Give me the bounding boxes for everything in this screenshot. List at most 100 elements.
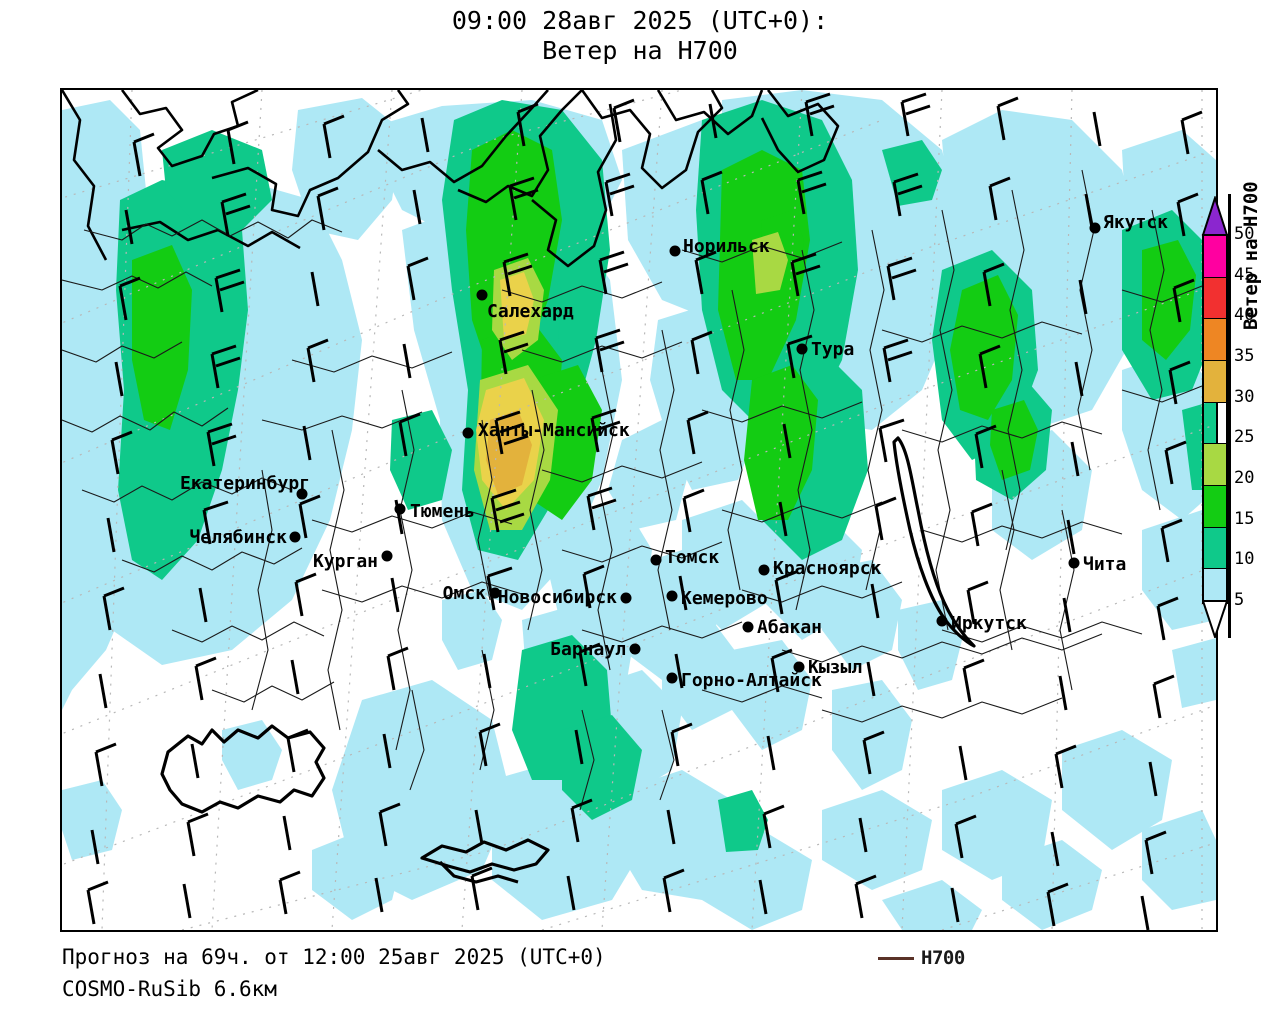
city-Красноярск[interactable]: Красноярск bbox=[758, 558, 882, 579]
map-heavy-outlines bbox=[160, 436, 976, 884]
city-Тюмень[interactable]: Тюмень bbox=[394, 501, 476, 522]
title-valid-time: 09:00 28авг 2025 (UTC+0): bbox=[451, 6, 829, 35]
colorbar-band-20-25 bbox=[1204, 443, 1226, 485]
colorbar-band-45-50 bbox=[1204, 236, 1226, 277]
wind-speed-shading bbox=[62, 90, 1216, 930]
city-dot-icon bbox=[936, 615, 948, 627]
city-label: Кемерово bbox=[681, 588, 768, 609]
city-markers-layer[interactable]: Якутск Норильск Салехард Тура Ханты-Мансийск… bbox=[180, 212, 1168, 691]
colorbar-tick-labels: 50 45 40 35 30 25 20 15 10 5 bbox=[1234, 196, 1280, 636]
city-Омск[interactable]: Омск bbox=[443, 583, 501, 604]
colorbar-band-25-30 bbox=[1204, 401, 1226, 444]
footer-block: Прогноз на 69ч. от 12:00 25авг 2025 (UTC… bbox=[0, 944, 1280, 1024]
city-Ханты-Мансийск[interactable]: Ханты-Мансийск bbox=[462, 420, 630, 441]
city-dot-icon bbox=[666, 590, 678, 602]
legend-label-h700: H700 bbox=[921, 947, 965, 969]
city-dot-icon bbox=[758, 564, 770, 576]
colorbar-axis-line bbox=[1228, 194, 1231, 638]
colorbar-tick-30: 30 bbox=[1234, 386, 1255, 407]
city-label: Якутск bbox=[1103, 212, 1168, 233]
colorbar-band-40-45 bbox=[1204, 276, 1226, 319]
city-Кызыл[interactable]: Кызыл bbox=[793, 657, 863, 678]
legend-line-swatch bbox=[878, 956, 914, 960]
city-dot-icon bbox=[669, 245, 681, 257]
map-graticule bbox=[62, 90, 1216, 930]
city-Горно-Алтайск[interactable]: Горно-Алтайск bbox=[666, 670, 823, 691]
city-Курган[interactable]: Курган bbox=[313, 550, 393, 573]
colorbar-tick-45: 45 bbox=[1234, 264, 1255, 285]
colorbar-band-30-35 bbox=[1204, 359, 1226, 402]
city-Барнаул[interactable]: Барнаул bbox=[550, 639, 641, 660]
city-Челябинск[interactable]: Челябинск bbox=[189, 527, 301, 548]
city-dot-icon bbox=[796, 343, 808, 355]
city-Новосибирск[interactable]: Новосибирск bbox=[498, 587, 632, 608]
colorbar-tick-40: 40 bbox=[1234, 305, 1255, 326]
wind-barbs bbox=[86, 92, 1203, 930]
city-dot-icon bbox=[666, 672, 678, 684]
city-label: Норильск bbox=[683, 236, 770, 257]
city-Томск[interactable]: Томск bbox=[650, 547, 720, 568]
city-Екатеринбург[interactable]: Екатеринбург bbox=[180, 473, 310, 500]
city-label: Салехард bbox=[487, 301, 574, 322]
city-dot-icon bbox=[793, 661, 805, 673]
map-admin-boundaries bbox=[62, 169, 1203, 811]
city-dot-icon bbox=[289, 531, 301, 543]
colorbar-axis-title: Ветер на H700 bbox=[1240, 181, 1262, 330]
city-dot-icon bbox=[394, 503, 406, 515]
city-label: Красноярск bbox=[773, 558, 882, 579]
city-label: Томск bbox=[665, 547, 719, 568]
colorbar-tick-35: 35 bbox=[1234, 346, 1255, 366]
city-Салехард[interactable]: Салехард bbox=[476, 289, 574, 323]
colorbar-tick-50: 50 bbox=[1234, 224, 1255, 244]
city-label: Челябинск bbox=[189, 527, 287, 548]
city-label: Омск bbox=[443, 583, 487, 604]
weather-map-frame[interactable]: Якутск Норильск Салехард Тура Ханты-Мансийск… bbox=[60, 88, 1218, 932]
weather-map-canvas[interactable]: Якутск Норильск Салехард Тура Ханты-Мансийск… bbox=[62, 90, 1216, 930]
colorbar-tick-20: 20 bbox=[1234, 468, 1255, 488]
city-label: Екатеринбург bbox=[180, 473, 310, 494]
title-variable: Ветер на H700 bbox=[542, 36, 738, 65]
colorbar-band-35-40 bbox=[1204, 318, 1226, 360]
city-Абакан[interactable]: Абакан bbox=[742, 617, 823, 638]
legend-entry-h700: H700 bbox=[878, 946, 965, 970]
city-label: Тюмень bbox=[410, 501, 475, 522]
city-Тура[interactable]: Тура bbox=[796, 339, 855, 360]
colorbar-tick-10: 10 bbox=[1234, 549, 1255, 570]
city-label: Горно-Алтайск bbox=[681, 670, 822, 691]
city-label: Ханты-Мансийск bbox=[478, 420, 630, 441]
colorbar-tick-25: 25 bbox=[1234, 427, 1255, 448]
colorbar-tick-5: 5 bbox=[1234, 590, 1245, 610]
city-Якутск[interactable]: Якутск bbox=[1089, 212, 1169, 234]
colorbar-overflow-arrow-top bbox=[1202, 196, 1228, 236]
city-Иркутск[interactable]: Иркутск bbox=[936, 613, 1028, 634]
city-Норильск[interactable]: Норильск bbox=[669, 236, 770, 257]
city-Чита[interactable]: Чита bbox=[1068, 554, 1127, 575]
city-dot-icon bbox=[629, 643, 641, 655]
city-label: Иркутск bbox=[951, 613, 1027, 634]
city-dot-icon bbox=[650, 554, 662, 566]
city-dot-icon bbox=[1089, 222, 1101, 234]
city-dot-icon bbox=[489, 587, 501, 599]
colorbar-underflow-arrow-bottom bbox=[1202, 600, 1228, 638]
city-label: Кызыл bbox=[808, 657, 862, 678]
chart-title-block: 09:00 28авг 2025 (UTC+0): Ветер на H700 bbox=[0, 6, 1280, 66]
colorbar-band-5-10 bbox=[1204, 568, 1226, 610]
colorbar-bands[interactable] bbox=[1202, 234, 1228, 610]
city-label: Абакан bbox=[757, 617, 822, 638]
city-label: Чита bbox=[1083, 554, 1126, 575]
city-Кемерово[interactable]: Кемерово bbox=[666, 588, 768, 609]
city-dot-icon bbox=[296, 488, 308, 500]
city-label: Новосибирск bbox=[498, 587, 617, 608]
city-dot-icon bbox=[742, 621, 754, 633]
colorbar-tick-15: 15 bbox=[1234, 508, 1255, 529]
forecast-info-text: Прогноз на 69ч. от 12:00 25авг 2025 (UTC… bbox=[62, 945, 606, 969]
city-dot-icon bbox=[620, 592, 632, 604]
colorbar-band-15-20 bbox=[1204, 484, 1226, 527]
city-label: Тура bbox=[811, 339, 854, 360]
city-dot-icon bbox=[381, 550, 393, 562]
city-label: Барнаул bbox=[550, 639, 626, 660]
city-dot-icon bbox=[476, 289, 488, 301]
city-dot-icon bbox=[462, 427, 474, 439]
colorbar[interactable]: 50 45 40 35 30 25 20 15 10 5 bbox=[1202, 194, 1254, 638]
city-label: Курган bbox=[313, 551, 378, 572]
